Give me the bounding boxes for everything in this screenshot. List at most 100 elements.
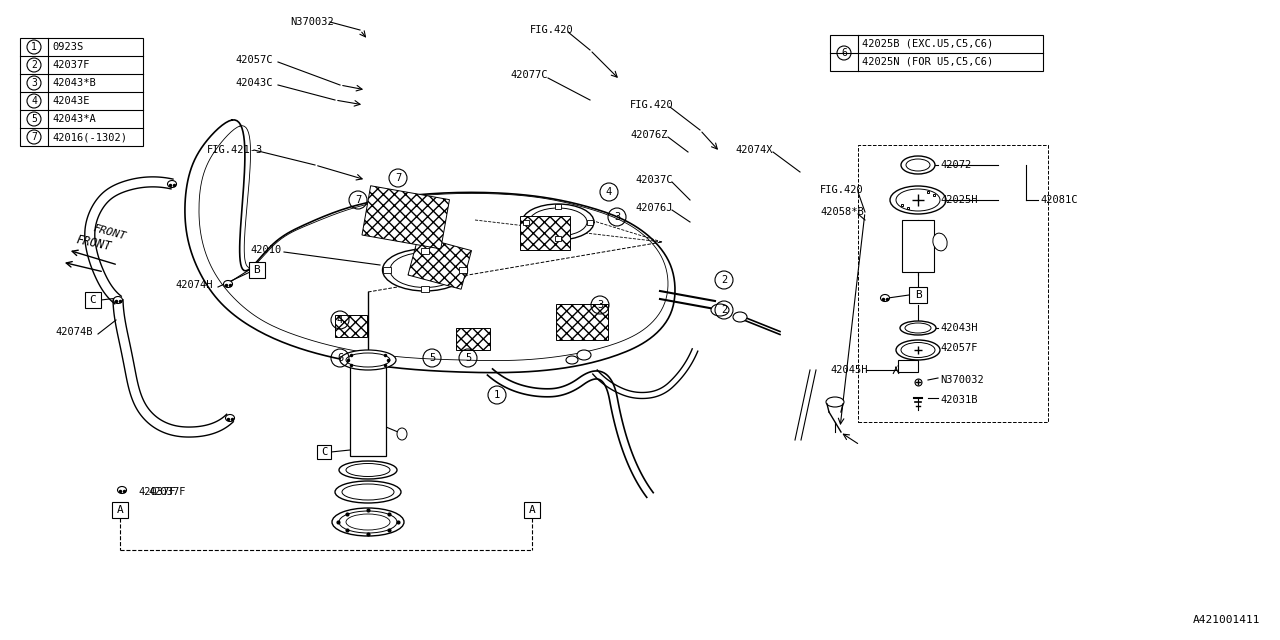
Ellipse shape — [118, 486, 127, 493]
Text: 42043*A: 42043*A — [52, 114, 96, 124]
Text: C: C — [321, 447, 328, 457]
Text: 42031B: 42031B — [940, 395, 978, 405]
Text: 42025N (FOR U5,C5,C6): 42025N (FOR U5,C5,C6) — [861, 57, 993, 67]
Text: 5: 5 — [429, 353, 435, 363]
Text: 5: 5 — [465, 353, 471, 363]
Text: 42074B: 42074B — [55, 327, 92, 337]
Text: 2: 2 — [721, 275, 727, 285]
FancyBboxPatch shape — [349, 366, 387, 456]
Text: 42076Z: 42076Z — [630, 130, 667, 140]
Bar — [524, 220, 529, 225]
Text: 3: 3 — [31, 78, 37, 88]
Text: 4: 4 — [31, 96, 37, 106]
Ellipse shape — [933, 233, 947, 251]
Ellipse shape — [522, 204, 594, 240]
Bar — [383, 267, 390, 273]
Text: 3: 3 — [596, 300, 603, 310]
Text: 42025H: 42025H — [940, 195, 978, 205]
Ellipse shape — [225, 415, 234, 422]
Text: 7: 7 — [355, 195, 361, 205]
Bar — [20, 38, 143, 146]
Text: 4: 4 — [605, 187, 612, 197]
Text: B: B — [253, 265, 260, 275]
Text: 7: 7 — [394, 173, 401, 183]
Text: 0923S: 0923S — [52, 42, 83, 52]
Text: 42037C: 42037C — [635, 175, 672, 185]
Text: N370032: N370032 — [940, 375, 984, 385]
Text: 1: 1 — [494, 390, 500, 400]
Bar — [902, 220, 934, 272]
Text: 42037F: 42037F — [148, 487, 186, 497]
Text: C: C — [90, 295, 96, 305]
Text: 42037F: 42037F — [138, 487, 175, 497]
Text: 42016(-1302): 42016(-1302) — [52, 132, 127, 142]
Text: FRONT: FRONT — [76, 233, 113, 253]
Ellipse shape — [710, 304, 730, 316]
Bar — [588, 220, 593, 225]
Text: 42072: 42072 — [940, 160, 972, 170]
Text: 42043*B: 42043*B — [52, 78, 96, 88]
Text: FIG.421-3: FIG.421-3 — [207, 145, 264, 155]
Ellipse shape — [896, 340, 940, 360]
Bar — [408, 236, 471, 289]
Text: 42043E: 42043E — [52, 96, 90, 106]
Ellipse shape — [900, 321, 936, 335]
Bar — [362, 186, 449, 249]
Text: 6: 6 — [841, 48, 847, 58]
Text: 3: 3 — [614, 212, 620, 222]
Bar — [317, 445, 332, 459]
Text: 42077C: 42077C — [509, 70, 548, 80]
Text: 42057C: 42057C — [236, 55, 273, 65]
Text: 7: 7 — [31, 132, 37, 142]
Text: 42045H: 42045H — [829, 365, 868, 375]
Text: 42081C: 42081C — [1039, 195, 1078, 205]
Ellipse shape — [339, 461, 397, 479]
Bar — [456, 328, 490, 350]
Bar — [460, 267, 467, 273]
Ellipse shape — [332, 508, 404, 536]
Text: 42037F: 42037F — [52, 60, 90, 70]
Bar — [520, 216, 570, 250]
Ellipse shape — [881, 294, 890, 301]
Text: 42076J: 42076J — [635, 203, 672, 213]
Ellipse shape — [826, 397, 844, 407]
Ellipse shape — [168, 180, 177, 188]
Bar — [250, 262, 265, 278]
Bar — [421, 286, 429, 292]
Text: 4: 4 — [337, 315, 343, 325]
Text: FIG.420: FIG.420 — [630, 100, 673, 110]
Text: 1: 1 — [31, 42, 37, 52]
Text: FIG.420: FIG.420 — [820, 185, 864, 195]
Text: 42043C: 42043C — [236, 78, 273, 88]
Ellipse shape — [335, 481, 401, 503]
Ellipse shape — [114, 296, 123, 303]
Text: 42058*B: 42058*B — [820, 207, 864, 217]
Bar — [524, 502, 540, 518]
Bar — [829, 35, 1043, 71]
Text: 42074H: 42074H — [175, 280, 212, 290]
Ellipse shape — [340, 350, 396, 370]
Bar — [556, 204, 561, 209]
Text: A: A — [529, 505, 535, 515]
Text: 2: 2 — [721, 305, 727, 315]
Text: A: A — [116, 505, 123, 515]
Bar — [421, 248, 429, 254]
Ellipse shape — [733, 312, 748, 322]
Text: A421001411: A421001411 — [1193, 615, 1260, 625]
Bar — [113, 502, 128, 518]
Ellipse shape — [383, 249, 467, 291]
Bar — [335, 315, 367, 337]
Ellipse shape — [890, 186, 946, 214]
Ellipse shape — [224, 280, 233, 287]
Bar — [84, 292, 101, 308]
Ellipse shape — [577, 350, 591, 360]
Text: B: B — [915, 290, 922, 300]
Text: 6: 6 — [337, 353, 343, 363]
Bar — [556, 236, 561, 241]
Ellipse shape — [901, 156, 934, 174]
Text: 42025B (EXC.U5,C5,C6): 42025B (EXC.U5,C5,C6) — [861, 39, 993, 49]
Text: N370032: N370032 — [291, 17, 334, 27]
Bar — [909, 287, 927, 303]
Text: 42057F: 42057F — [940, 343, 978, 353]
Text: 42074X: 42074X — [735, 145, 773, 155]
